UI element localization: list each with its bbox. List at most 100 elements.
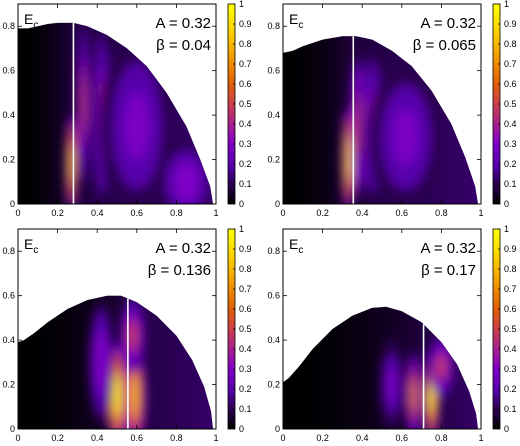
y-tick-label: 0.6 [2, 291, 15, 301]
x-tick-label: 0.6 [131, 433, 144, 443]
hotspot-1 [114, 376, 120, 415]
colorbar-tick-label: 0.2 [504, 159, 517, 169]
x-tick-label: 0.4 [356, 433, 369, 443]
colorbar-tick-label: 0.4 [239, 119, 252, 129]
colorbar-tick-label: 0 [504, 199, 509, 209]
colorbar-tick-label: 0.4 [239, 344, 252, 354]
colorbar-tick-label: 0.7 [504, 284, 517, 294]
y-tick-label: 0 [10, 199, 15, 209]
colorbar-tick-label: 0.6 [239, 304, 252, 314]
heatmap-hotspots [65, 22, 212, 205]
heatmap-field [283, 306, 478, 429]
y-tick-label: 0.2 [267, 380, 280, 390]
colorbar-tick-label: 0.1 [504, 404, 517, 414]
y-tick-label: 0.8 [2, 21, 15, 31]
x-tick-label: 0.8 [170, 208, 183, 218]
colorbar-tick-label: 1 [504, 224, 509, 234]
panel-label-sub: c [33, 20, 38, 31]
colorbar-tick-label: 0.5 [239, 324, 252, 334]
param-A: A = 0.32 [156, 240, 211, 257]
colorbar-tick-label: 0.8 [239, 39, 252, 49]
x-tick-label: 0.2 [51, 433, 64, 443]
colorbar-tick-label: 0.1 [504, 179, 517, 189]
y-tick-label: 0.6 [267, 291, 280, 301]
x-tick-label: 0.2 [51, 208, 64, 218]
hotspot-1 [346, 140, 351, 179]
colorbar-tick-label: 0.2 [504, 384, 517, 394]
colorbar-tick-label: 0 [239, 424, 244, 434]
colorbar-tick-label: 1 [504, 0, 509, 9]
x-tick-label: 1 [478, 433, 483, 443]
y-tick-label: 0 [275, 424, 280, 434]
hotspot-3 [437, 355, 446, 378]
colorbar-tick-label: 0 [239, 199, 244, 209]
chart-panel-2: 0 0.2 0.4 0.6 0.8 1 0 0.2 0.4 0.6 0.8 Ec A = 0.32 β =… [267, 0, 516, 218]
colorbar-tick-label: 0.9 [504, 244, 517, 254]
hotspot-1 [69, 146, 74, 182]
hotspot-4 [393, 109, 418, 166]
panel-label-sub: c [298, 20, 303, 31]
colorbar-tick-label: 0.9 [504, 19, 517, 29]
x-tick-label: 0.8 [435, 433, 448, 443]
hotspot-5 [178, 168, 195, 196]
y-tick-label: 0.6 [2, 66, 15, 76]
x-tick-label: 1 [478, 208, 483, 218]
colorbar-tick-label: 0.3 [504, 364, 517, 374]
hotspot-4 [124, 92, 149, 160]
x-tick-label: 0.2 [316, 208, 329, 218]
colorbar-tick-label: 0.1 [239, 404, 252, 414]
param-beta: β = 0.065 [413, 37, 476, 54]
heatmap-field [18, 22, 213, 205]
y-tick-label: 0.2 [267, 155, 280, 165]
colorbar-tick-label: 0.8 [504, 264, 517, 274]
panel-label-sub: c [298, 245, 303, 256]
colorbar-tick-label: 1 [239, 224, 244, 234]
y-tick-label: 0.2 [2, 155, 15, 165]
colorbar-tick-label: 0.7 [239, 59, 252, 69]
hotspot-2 [411, 380, 417, 412]
param-A: A = 0.32 [421, 240, 476, 257]
param-A: A = 0.32 [156, 15, 211, 32]
colorbar-tick-label: 0.5 [504, 99, 517, 109]
colorbar-tick-label: 1 [239, 0, 244, 9]
hotspot-3 [128, 322, 137, 350]
y-tick-label: 0 [275, 199, 280, 209]
chart-panel-1: 0 0.2 0.4 0.6 0.8 100.20.40.60.8 Ec A = 0.32β =… [2, 0, 252, 218]
x-tick-label: 0.4 [91, 433, 104, 443]
param-beta: β = 0.17 [421, 262, 476, 279]
colorbar-tick-label: 0.3 [239, 364, 252, 374]
colorbar-tick-label: 0.9 [239, 244, 252, 254]
plot-frame [17, 228, 217, 430]
colorbar-tick-label: 0.4 [504, 344, 517, 354]
panel-label-sub: c [33, 245, 38, 256]
x-tick-label: 0 [280, 433, 285, 443]
hotspot-2 [355, 101, 361, 151]
x-tick-label: 0 [15, 208, 20, 218]
colorbar-tick-label: 0.6 [504, 79, 517, 89]
y-tick-label: 0.4 [2, 335, 15, 345]
heatmap-hotspots [88, 298, 146, 429]
colorbar-tick-label: 0.3 [504, 139, 517, 149]
y-tick-label: 0.4 [267, 335, 280, 345]
y-tick-label: 0 [10, 424, 15, 434]
y-tick-label: 0.4 [2, 110, 15, 120]
colorbar-tick-label: 0.6 [239, 79, 252, 89]
colorbar-tick-label: 0.2 [239, 384, 252, 394]
hotspot-2 [81, 76, 86, 132]
colorbar-tick-label: 0.7 [504, 59, 517, 69]
colorbar-tick-label: 0.7 [239, 284, 252, 294]
hotspot-4 [387, 367, 396, 402]
panel-label: Ec [24, 236, 38, 256]
colorbar-tick-label: 0.3 [239, 139, 252, 149]
chart-panel-4: 0 0.2 0.4 0.6 0.8 1 0 0.2 0.4 0.6 0.8 Ec A = 0.32 β =… [267, 224, 516, 443]
x-tick-label: 0.6 [396, 433, 409, 443]
colorbar-tick-label: 0.2 [239, 159, 252, 169]
param-beta: β = 0.04 [156, 37, 211, 54]
x-tick-label: 1 [213, 433, 218, 443]
param-A: A = 0.32 [421, 15, 476, 32]
colorbar-tick-label: 0 [504, 424, 509, 434]
colorbar-tick-label: 0.6 [504, 304, 517, 314]
y-tick-label: 0.8 [267, 21, 280, 31]
x-tick-label: 0.2 [316, 433, 329, 443]
